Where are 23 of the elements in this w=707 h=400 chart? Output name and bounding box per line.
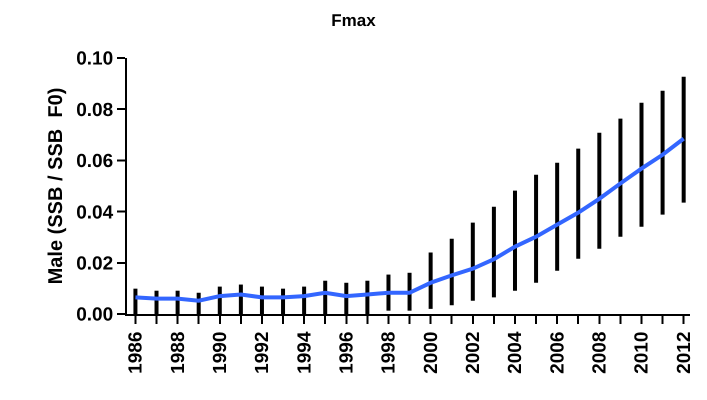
x-tick-label: 2006 (547, 332, 568, 374)
x-tick-label: 2008 (590, 332, 611, 374)
y-tick-label: 0.02 (76, 253, 114, 274)
x-tick-label: 1986 (126, 332, 147, 374)
y-tick-label: 0.06 (76, 151, 114, 172)
y-tick-label: 0.04 (76, 202, 114, 224)
x-tick-label: 2010 (632, 332, 653, 374)
x-tick-label: 2004 (505, 331, 526, 374)
x-tick-label: 2002 (462, 332, 484, 374)
y-tick-label: 0.08 (76, 100, 114, 121)
line-series (133, 136, 686, 303)
x-tick-label: 2012 (674, 332, 695, 374)
x-tick-label: 1990 (210, 332, 231, 374)
x-tick-label: 1994 (294, 331, 316, 374)
x-tick-label: 1998 (378, 332, 400, 374)
x-tick-label: 1996 (336, 332, 358, 374)
x-tick-label: 2000 (420, 332, 442, 374)
x-tick-label: 1988 (168, 332, 189, 374)
x-tick-label: 1992 (252, 332, 274, 374)
y-tick-label: 0.00 (76, 304, 114, 326)
y-tick-label: 0.10 (76, 48, 114, 70)
y-axis-title: Male (SSB / SSB F0) (45, 88, 68, 284)
chart-title: Fmax (331, 10, 376, 30)
